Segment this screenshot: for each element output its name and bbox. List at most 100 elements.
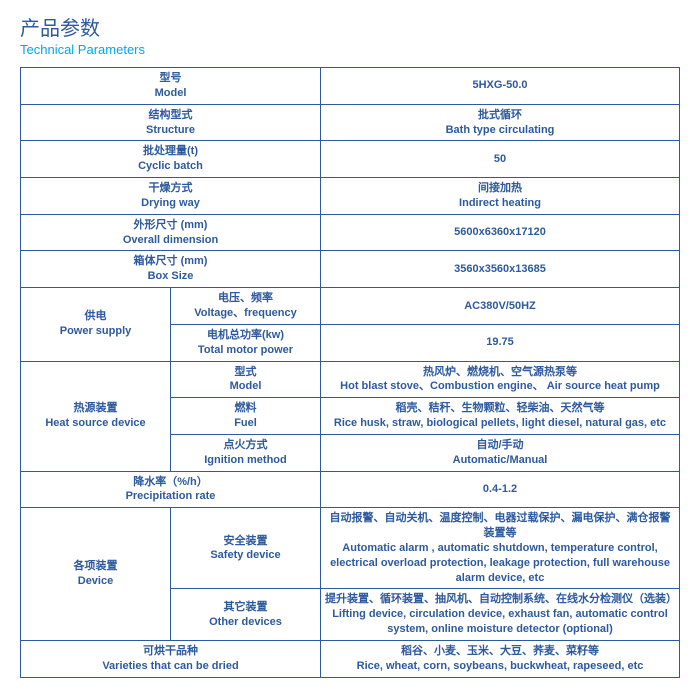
row-box-size: 箱体尺寸 (mm) Box Size 3560x3560x13685	[21, 251, 680, 288]
label-overall-dim-cn: 外形尺寸 (mm)	[25, 218, 316, 233]
label-heat-source-en: Heat source device	[25, 416, 166, 431]
value-dev-safety-en: Automatic alarm , automatic shutdown, te…	[325, 541, 675, 586]
value-box-size: 3560x3560x13685	[321, 251, 680, 288]
label-box-size: 箱体尺寸 (mm) Box Size	[21, 251, 321, 288]
label-devices-cn: 各项装置	[25, 559, 166, 574]
label-hs-type-cn: 型式	[175, 365, 316, 380]
label-varieties-cn: 可烘干品种	[25, 644, 316, 659]
value-varieties-cn: 稻谷、小麦、玉米、大豆、荞麦、菜籽等	[325, 644, 675, 659]
parameters-table: 型号 Model 5HXG-50.0 结构型式 Structure 批式循环 B…	[20, 67, 680, 678]
value-dev-other-cn: 提升装置、循环装置、抽风机、自动控制系统、在线水分检测仪（选装）	[325, 592, 675, 607]
value-drying-way-en: Indirect heating	[325, 196, 675, 211]
label-precip-en: Precipitation rate	[25, 489, 316, 504]
label-hs-ignition-cn: 点火方式	[175, 438, 316, 453]
label-voltage-en: Voltage、frequency	[175, 306, 316, 321]
value-overall-dim: 5600x6360x17120	[321, 214, 680, 251]
value-cyclic-batch: 50	[321, 141, 680, 178]
value-precip: 0.4-1.2	[321, 471, 680, 508]
label-heat-source: 热源装置 Heat source device	[21, 361, 171, 471]
value-hs-fuel-cn: 稻壳、秸秆、生物颗粒、轻柴油、天然气等	[325, 401, 675, 416]
value-hs-type: 热风炉、燃烧机、空气源热泵等 Hot blast stove、Combustio…	[321, 361, 680, 398]
label-dev-safety-en: Safety device	[175, 548, 316, 563]
value-hs-fuel: 稻壳、秸秆、生物颗粒、轻柴油、天然气等 Rice husk, straw, bi…	[321, 398, 680, 435]
label-hs-type: 型式 Model	[171, 361, 321, 398]
label-hs-ignition: 点火方式 Ignition method	[171, 434, 321, 471]
label-model: 型号 Model	[21, 68, 321, 105]
label-varieties-en: Varieties that can be dried	[25, 659, 316, 674]
value-hs-fuel-en: Rice husk, straw, biological pellets, li…	[325, 416, 675, 431]
row-varieties: 可烘干品种 Varieties that can be dried 稻谷、小麦、…	[21, 641, 680, 678]
value-varieties-en: Rice, wheat, corn, soybeans, buckwheat, …	[325, 659, 675, 674]
row-cyclic-batch: 批处理量(t) Cyclic batch 50	[21, 141, 680, 178]
label-devices: 各项装置 Device	[21, 508, 171, 641]
value-dev-other-en: Lifting device, circulation device, exha…	[325, 607, 675, 637]
value-structure: 批式循环 Bath type circulating	[321, 104, 680, 141]
row-dev-safety: 各项装置 Device 安全装置 Safety device 自动报警、自动关机…	[21, 508, 680, 589]
label-voltage-cn: 电压、频率	[175, 291, 316, 306]
value-drying-way: 间接加热 Indirect heating	[321, 178, 680, 215]
value-voltage: AC380V/50HZ	[321, 288, 680, 325]
label-hs-type-en: Model	[175, 379, 316, 394]
row-structure: 结构型式 Structure 批式循环 Bath type circulatin…	[21, 104, 680, 141]
label-overall-dim: 外形尺寸 (mm) Overall dimension	[21, 214, 321, 251]
label-motor-power-cn: 电机总功率(kw)	[175, 328, 316, 343]
label-dev-safety: 安全装置 Safety device	[171, 508, 321, 589]
label-heat-source-cn: 热源装置	[25, 401, 166, 416]
row-model: 型号 Model 5HXG-50.0	[21, 68, 680, 105]
value-motor-power: 19.75	[321, 324, 680, 361]
label-motor-power: 电机总功率(kw) Total motor power	[171, 324, 321, 361]
label-hs-ignition-en: Ignition method	[175, 453, 316, 468]
heading-cn: 产品参数	[20, 16, 680, 42]
label-structure-cn: 结构型式	[25, 108, 316, 123]
label-box-size-cn: 箱体尺寸 (mm)	[25, 254, 316, 269]
value-hs-ignition: 自动/手动 Automatic/Manual	[321, 434, 680, 471]
value-drying-way-cn: 间接加热	[325, 181, 675, 196]
value-model: 5HXG-50.0	[321, 68, 680, 105]
label-voltage: 电压、频率 Voltage、frequency	[171, 288, 321, 325]
label-power-supply: 供电 Power supply	[21, 288, 171, 361]
label-power-supply-en: Power supply	[25, 324, 166, 339]
label-overall-dim-en: Overall dimension	[25, 233, 316, 248]
value-dev-other: 提升装置、循环装置、抽风机、自动控制系统、在线水分检测仪（选装） Lifting…	[321, 589, 680, 641]
label-devices-en: Device	[25, 574, 166, 589]
value-hs-ignition-en: Automatic/Manual	[325, 453, 675, 468]
label-drying-way-cn: 干燥方式	[25, 181, 316, 196]
label-dev-other: 其它装置 Other devices	[171, 589, 321, 641]
label-cyclic-batch-cn: 批处理量(t)	[25, 144, 316, 159]
label-hs-fuel-en: Fuel	[175, 416, 316, 431]
label-structure-en: Structure	[25, 123, 316, 138]
value-hs-type-en: Hot blast stove、Combustion engine、 Air s…	[325, 379, 675, 394]
label-motor-power-en: Total motor power	[175, 343, 316, 358]
label-drying-way: 干燥方式 Drying way	[21, 178, 321, 215]
heading-en: Technical Parameters	[20, 42, 680, 57]
label-model-en: Model	[25, 86, 316, 101]
label-power-supply-cn: 供电	[25, 309, 166, 324]
row-precip: 降水率（%/h） Precipitation rate 0.4-1.2	[21, 471, 680, 508]
label-hs-fuel-cn: 燃料	[175, 401, 316, 416]
label-drying-way-en: Drying way	[25, 196, 316, 211]
label-hs-fuel: 燃料 Fuel	[171, 398, 321, 435]
label-precip: 降水率（%/h） Precipitation rate	[21, 471, 321, 508]
value-varieties: 稻谷、小麦、玉米、大豆、荞麦、菜籽等 Rice, wheat, corn, so…	[321, 641, 680, 678]
value-dev-safety-cn: 自动报警、自动关机、温度控制、电器过载保护、漏电保护、满仓报警装置等	[325, 511, 675, 541]
label-structure: 结构型式 Structure	[21, 104, 321, 141]
label-cyclic-batch: 批处理量(t) Cyclic batch	[21, 141, 321, 178]
value-hs-ignition-cn: 自动/手动	[325, 438, 675, 453]
label-precip-cn: 降水率（%/h）	[25, 475, 316, 490]
value-dev-safety: 自动报警、自动关机、温度控制、电器过载保护、漏电保护、满仓报警装置等 Autom…	[321, 508, 680, 589]
row-hs-type: 热源装置 Heat source device 型式 Model 热风炉、燃烧机…	[21, 361, 680, 398]
label-dev-other-en: Other devices	[175, 615, 316, 630]
row-drying-way: 干燥方式 Drying way 间接加热 Indirect heating	[21, 178, 680, 215]
heading-block: 产品参数 Technical Parameters	[20, 16, 680, 57]
label-model-cn: 型号	[25, 71, 316, 86]
value-structure-cn: 批式循环	[325, 108, 675, 123]
value-structure-en: Bath type circulating	[325, 123, 675, 138]
label-box-size-en: Box Size	[25, 269, 316, 284]
label-cyclic-batch-en: Cyclic batch	[25, 159, 316, 174]
label-dev-other-cn: 其它装置	[175, 600, 316, 615]
label-varieties: 可烘干品种 Varieties that can be dried	[21, 641, 321, 678]
label-dev-safety-cn: 安全装置	[175, 534, 316, 549]
row-ps-voltage: 供电 Power supply 电压、频率 Voltage、frequency …	[21, 288, 680, 325]
value-hs-type-cn: 热风炉、燃烧机、空气源热泵等	[325, 365, 675, 380]
row-overall-dim: 外形尺寸 (mm) Overall dimension 5600x6360x17…	[21, 214, 680, 251]
